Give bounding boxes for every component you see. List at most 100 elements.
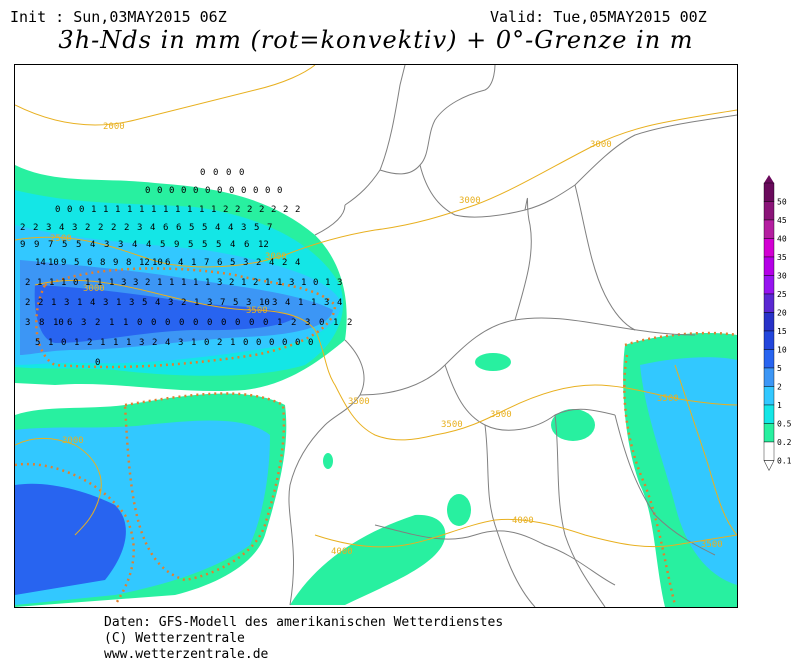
isoline-label: 3500 bbox=[441, 420, 463, 430]
legend-label: 40 bbox=[777, 235, 787, 244]
isoline-label: 3500 bbox=[348, 397, 370, 407]
precip-value: 9 bbox=[34, 240, 39, 250]
precip-value: 10 bbox=[53, 318, 64, 328]
legend-label: 0.2 bbox=[777, 438, 792, 447]
precip-value: 5 bbox=[188, 240, 193, 250]
precip-value: 0 bbox=[239, 168, 244, 178]
precip-value: 0 bbox=[165, 318, 170, 328]
precip-value: 1 bbox=[230, 338, 235, 348]
precip-value: 0 bbox=[61, 338, 66, 348]
precip-value: 0 bbox=[269, 338, 274, 348]
precip-value: 1 bbox=[325, 278, 330, 288]
precip-value: 4 bbox=[90, 298, 95, 308]
precip-value: 2 bbox=[145, 278, 150, 288]
precip-value: 9 bbox=[20, 240, 25, 250]
isoline-label: 3000 bbox=[62, 436, 84, 446]
precip-cell-2 bbox=[551, 409, 595, 441]
precip-value: 4 bbox=[269, 258, 274, 268]
isoline-label: 3000 bbox=[265, 252, 287, 262]
precip-value: 10 bbox=[152, 258, 163, 268]
precip-value: 2 bbox=[85, 223, 90, 233]
precip-area-east-2mm bbox=[640, 357, 737, 585]
precip-value: 1 bbox=[115, 205, 120, 215]
precip-value: 5 bbox=[74, 258, 79, 268]
precip-value: 0 bbox=[221, 318, 226, 328]
precip-value: 9 bbox=[174, 240, 179, 250]
legend-label: 1 bbox=[777, 401, 782, 410]
precip-value: 9 bbox=[113, 258, 118, 268]
precip-value: 9 bbox=[61, 258, 66, 268]
precip-value: 0 bbox=[193, 318, 198, 328]
precip-value: 5 bbox=[216, 240, 221, 250]
precip-value: 1 bbox=[100, 338, 105, 348]
precip-value: 6 bbox=[217, 258, 222, 268]
precip-value: 0 bbox=[217, 186, 222, 196]
isoline-label: 3000 bbox=[590, 140, 612, 150]
precip-value: 2 bbox=[124, 223, 129, 233]
precip-value: 1 bbox=[199, 205, 204, 215]
precip-value: 0 bbox=[169, 186, 174, 196]
precip-value: 4 bbox=[230, 240, 235, 250]
precip-value: 4 bbox=[146, 240, 151, 250]
precip-value: 1 bbox=[191, 258, 196, 268]
precip-value: 0 bbox=[157, 186, 162, 196]
precip-value: 5 bbox=[142, 298, 147, 308]
precip-value: 0 bbox=[253, 186, 258, 196]
init-time-label: Init : Sun,03MAY2015 06Z bbox=[10, 8, 227, 26]
precip-value: 5 bbox=[35, 338, 40, 348]
precip-value: 0 bbox=[256, 338, 261, 348]
legend-swatch bbox=[763, 404, 775, 424]
precip-value: 2 bbox=[152, 338, 157, 348]
precip-value: 3 bbox=[305, 318, 310, 328]
precip-value: 2 bbox=[283, 205, 288, 215]
precip-value: 5 bbox=[233, 298, 238, 308]
legend-swatch bbox=[763, 441, 775, 461]
valid-time-label: Valid: Tue,05MAY2015 00Z bbox=[490, 8, 707, 26]
precip-value: 6 bbox=[87, 258, 92, 268]
legend-swatch bbox=[763, 219, 775, 239]
precip-value: 1 bbox=[49, 278, 54, 288]
precip-value: 0 bbox=[193, 186, 198, 196]
precip-value: 10 bbox=[259, 298, 270, 308]
precip-value: 0 bbox=[313, 278, 318, 288]
precip-value: 4 bbox=[165, 338, 170, 348]
precip-value: 3 bbox=[129, 298, 134, 308]
precip-value: 0 bbox=[181, 186, 186, 196]
precip-value: 7 bbox=[267, 223, 272, 233]
legend-top-arrow bbox=[764, 175, 774, 183]
precip-value: 2 bbox=[253, 278, 258, 288]
precip-value: 0 bbox=[204, 338, 209, 348]
precip-value: 0 bbox=[145, 186, 150, 196]
precip-value: 2 bbox=[223, 205, 228, 215]
precip-value: 0 bbox=[213, 168, 218, 178]
precip-value: 1 bbox=[51, 298, 56, 308]
precip-value: 3 bbox=[272, 298, 277, 308]
precip-value: 2 bbox=[229, 278, 234, 288]
precip-value: 12 bbox=[258, 240, 269, 250]
legend-label: 10 bbox=[777, 346, 787, 355]
precip-value: 7 bbox=[220, 298, 225, 308]
precip-value: 1 bbox=[163, 205, 168, 215]
precip-value: 1 bbox=[97, 278, 102, 288]
precip-value: 5 bbox=[189, 223, 194, 233]
precip-value: 6 bbox=[163, 223, 168, 233]
precip-value: 3 bbox=[133, 278, 138, 288]
precip-value: 1 bbox=[205, 278, 210, 288]
precip-value: 0 bbox=[55, 205, 60, 215]
isoline-label: 2000 bbox=[103, 122, 125, 132]
data-source-credit: Daten: GFS-Modell des amerikanischen Wet… bbox=[104, 615, 504, 630]
precip-value: 1 bbox=[301, 278, 306, 288]
precip-value: 1 bbox=[169, 278, 174, 288]
precip-value: 0 bbox=[235, 318, 240, 328]
precip-value: 0 bbox=[265, 186, 270, 196]
legend-label: 5 bbox=[777, 364, 782, 373]
website-link[interactable]: www.wetterzentrale.de bbox=[104, 647, 269, 662]
precip-value: 1 bbox=[123, 318, 128, 328]
precip-value: 3 bbox=[168, 298, 173, 308]
precip-value: 0 bbox=[243, 338, 248, 348]
precip-value: 5 bbox=[230, 258, 235, 268]
isoline-label: 3000 bbox=[83, 284, 105, 294]
precip-value: 0 bbox=[95, 358, 100, 368]
precip-value: 2 bbox=[87, 338, 92, 348]
precip-value: 2 bbox=[235, 205, 240, 215]
